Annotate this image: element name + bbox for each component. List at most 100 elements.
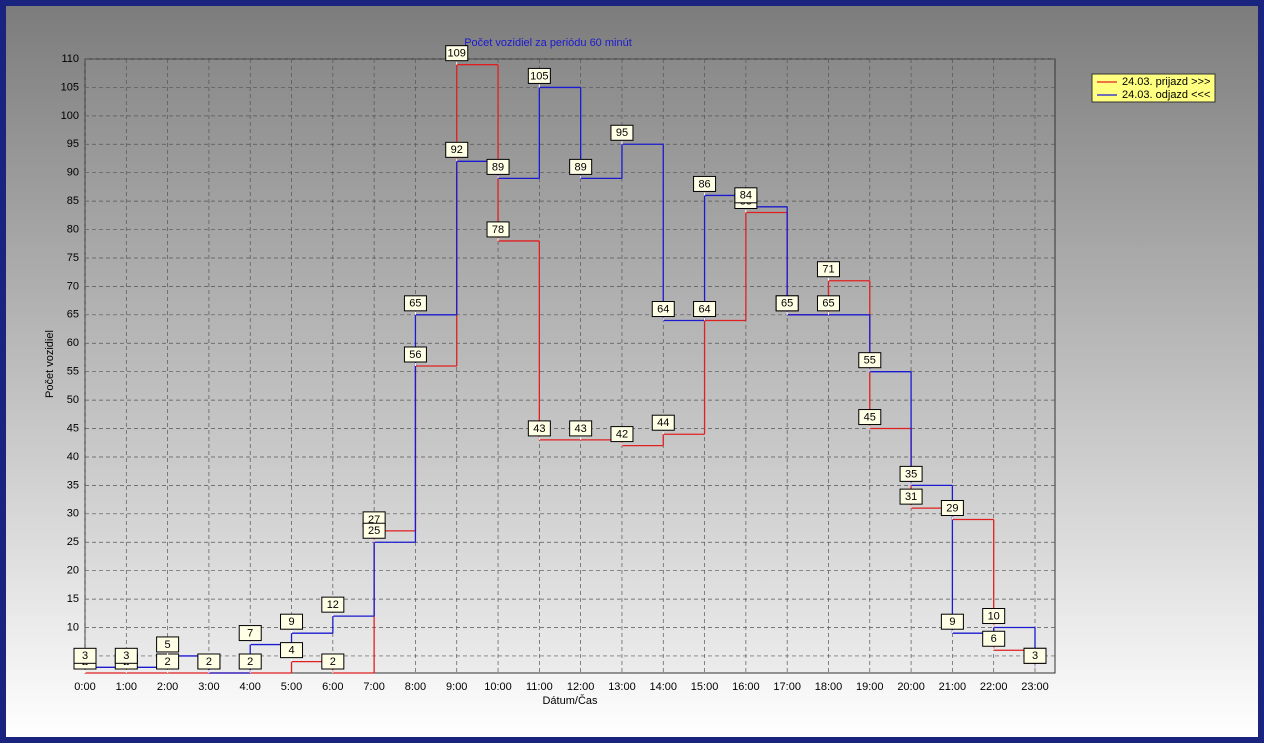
- value-label-box: [362, 522, 386, 539]
- value-label: 9: [280, 613, 304, 634]
- value-label-box: [280, 613, 304, 630]
- y-tick-label: 15: [67, 593, 79, 605]
- y-tick-label: 80: [67, 223, 79, 235]
- value-label-box: [651, 414, 675, 431]
- value-label-box: [693, 301, 717, 318]
- value-label-box: [858, 352, 882, 369]
- value-label-box: [816, 295, 840, 312]
- value-label: 64: [651, 301, 675, 321]
- value-label-text: 44: [657, 417, 669, 429]
- x-axis-label: Dátum/Čas: [542, 694, 598, 707]
- value-label-text: 84: [740, 190, 752, 202]
- x-tick-label: 15:00: [691, 681, 719, 693]
- value-label: 65: [775, 295, 799, 315]
- value-label-box: [527, 420, 551, 437]
- value-label: 84: [734, 187, 758, 207]
- legend-box: [1091, 73, 1216, 103]
- value-label-text: 65: [781, 298, 793, 310]
- x-tick-label: 23:00: [1021, 681, 1049, 693]
- y-tick-label: 90: [67, 167, 79, 179]
- x-tick-label: 19:00: [856, 681, 884, 693]
- value-label-box: [73, 647, 97, 664]
- value-label-text: 43: [533, 423, 545, 435]
- x-tick-label: 9:00: [446, 681, 467, 693]
- value-label-box: [238, 625, 262, 642]
- y-tick-label: 70: [67, 280, 79, 292]
- value-label-text: 92: [451, 144, 463, 156]
- y-tick-label: 45: [67, 422, 79, 434]
- value-label: 2: [238, 653, 262, 673]
- value-label: 2: [321, 653, 345, 673]
- value-label: 3: [1023, 647, 1047, 668]
- value-label-box: [238, 653, 262, 670]
- value-label-text: 4: [288, 645, 294, 657]
- y-tick-label: 75: [67, 252, 79, 264]
- value-label-box: [569, 158, 593, 175]
- value-label-text: 2: [247, 656, 253, 668]
- y-tick-label: 35: [67, 479, 79, 491]
- value-label-text: 105: [530, 70, 548, 82]
- value-label: 35: [899, 465, 923, 486]
- value-label: 31: [899, 488, 923, 509]
- value-label-box: [816, 261, 840, 278]
- y-tick-label: 100: [61, 110, 79, 122]
- value-label-box: [940, 613, 964, 630]
- value-label-text: 9: [949, 616, 955, 628]
- value-label-box: [197, 653, 221, 670]
- y-tick-label: 55: [67, 366, 79, 378]
- x-tick-label: 17:00: [773, 681, 801, 693]
- value-label-text: 31: [905, 491, 917, 503]
- value-label-text: 5: [165, 639, 171, 651]
- value-label: 3: [73, 647, 97, 668]
- value-label-text: 42: [616, 428, 628, 440]
- y-tick-label: 95: [67, 138, 79, 150]
- value-label-text: 78: [492, 224, 504, 236]
- value-label-box: [156, 636, 180, 653]
- y-tick-label: 20: [67, 565, 79, 577]
- value-label-text: 89: [575, 161, 587, 173]
- value-label-text: 71: [822, 264, 834, 276]
- y-tick-label: 110: [61, 53, 79, 65]
- x-tick-label: 8:00: [405, 681, 426, 693]
- value-label: 65: [403, 295, 427, 315]
- value-label-box: [899, 465, 923, 482]
- legend: 24.03. prijazd >>>24.03. odjazd <<<: [1091, 73, 1216, 103]
- value-label-box: [1023, 647, 1047, 664]
- value-label: 7: [238, 625, 262, 645]
- value-label-text: 45: [864, 411, 876, 423]
- value-label-text: 64: [657, 303, 669, 315]
- x-tick-label: 16:00: [732, 681, 760, 693]
- x-tick-label: 10:00: [484, 681, 512, 693]
- value-label: 25: [362, 522, 386, 543]
- value-label: 12: [321, 596, 345, 617]
- value-label-box: [280, 642, 304, 659]
- value-label-text: 86: [698, 178, 710, 190]
- value-label: 89: [486, 158, 510, 179]
- value-label-box: [114, 647, 138, 664]
- value-label-box: [899, 488, 923, 505]
- value-label-box: [403, 346, 427, 363]
- y-tick-label: 40: [67, 451, 79, 463]
- value-label-text: 6: [991, 633, 997, 645]
- value-label: 5: [156, 636, 180, 656]
- x-tick-label: 22:00: [980, 681, 1008, 693]
- value-label: 2: [197, 653, 221, 673]
- value-label-text: 43: [575, 423, 587, 435]
- value-label: 4: [280, 642, 304, 662]
- value-label-box: [734, 187, 758, 204]
- value-label: 71: [816, 261, 840, 281]
- value-label-box: [775, 295, 799, 312]
- value-label: 89: [569, 158, 593, 179]
- x-tick-label: 18:00: [815, 681, 843, 693]
- value-label: 45: [858, 409, 882, 429]
- value-label-box: [982, 630, 1006, 647]
- value-label-box: [610, 124, 634, 141]
- x-tick-label: 20:00: [897, 681, 925, 693]
- value-label-box: [693, 175, 717, 192]
- x-tick-label: 12:00: [567, 681, 595, 693]
- value-label: 65: [816, 295, 840, 315]
- value-label-box: [651, 301, 675, 318]
- x-tick-label: 5:00: [281, 681, 302, 693]
- value-label: 29: [940, 500, 964, 520]
